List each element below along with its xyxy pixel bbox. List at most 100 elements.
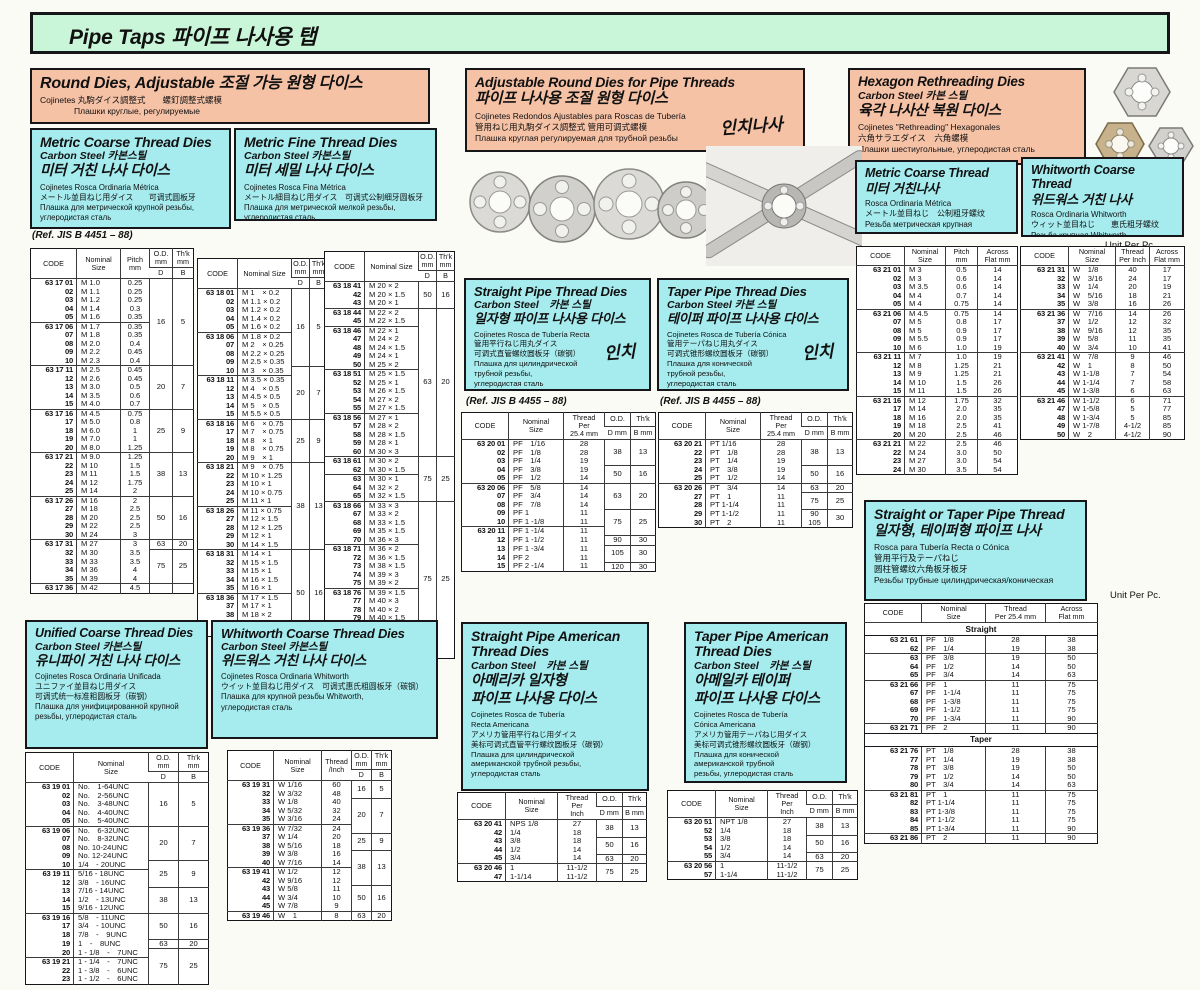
inch-thread-note: 인치나사 [719,114,784,139]
catalog-table: CODE Nominal Size O.D. mm Th'k mm D B 63 18 41… [324,251,455,659]
whitworth-coarse-dies-box: Whitworth Coarse Thread Dies Carbon Stee… [211,620,438,739]
unified-coarse-dies-box: Unified Coarse Thread Dies Carbon Steel … [25,620,208,749]
jis-ref-4451: (Ref. JIS B 4451 – 88) [32,230,133,241]
die-stock-photo [706,146,862,266]
box-title: Straight or Taper Pipe Thread [874,506,1065,522]
box-title: Adjustable Round Dies for Pipe Threads [475,74,735,90]
box-title: Taper Pipe American Thread Dies [694,628,829,660]
table-whitworth-6319b: CODE Nominal Size Thread /Inch O.D. mm Th'k … [227,750,392,922]
box-lines: Cojinetes Rosca de Tubería Recta 管用平行ねじ用丸… [474,329,590,388]
box-title-kr: 일자형 파이프 나사용 다이스 [474,311,626,327]
hexagon-dies-photo [1095,67,1194,166]
inch-note: 인치 [801,341,834,364]
table-whitworth-hex-6321b: CODE Nominal Size Thread Per Inch Across Fl… [1020,246,1185,441]
straight-pipe-american-box: Straight Pipe American Thread Dies Carbo… [461,622,649,791]
taper-pipe-thread-box: Taper Pipe Thread Dies Carbon Steel 카본 스… [657,278,849,391]
box-title: Hexagon Rethreading Dies [858,74,1025,89]
catalog-table: CODE Nominal Size Thread Per Inch O.D. Th'k D… [457,792,647,883]
catalog-table: CODE Nominal Size Pitch mm Across Flat mm 63… [856,246,1018,476]
box-title: Round Dies, Adjustable 조절 가능 원형 다이스 [40,75,363,92]
box-title: Metric Coarse Thread Dies [40,134,212,150]
box-subtitle: Carbon Steel 카본 스틸 [694,659,811,672]
box-title: Whitworth Coarse Thread [1031,163,1135,191]
box-subtitle: Carbon Steel 카본스틸 [35,640,142,653]
box-title-kr: 위드워스 거친 나사 [1031,191,1132,207]
box-title-kr: 테이퍼 파이프 나사용 다이스 [667,311,819,327]
box-title-kr: 일자형, 테이퍼형 파이프 나사 [874,522,1041,539]
page-title: Pipe Taps 파이프 나사용 탭 [69,26,317,49]
catalog-table: CODE Nominal Size O.D. mm Th'k mm D B 63 19 01… [25,752,209,985]
taper-pipe-american-box: Taper Pipe American Thread Dies Carbon S… [684,622,847,783]
box-subtitle: Carbon Steel 카본 스틸 [858,89,968,102]
box-title-kr: 육각 나사산 복원 다이스 [858,102,1001,119]
table-pipe-hex-6321c: CODE Nominal Size Thread Per 25.4 mm Across… [864,603,1098,844]
box-lines: Cojinetes Redondos Ajustables para Rosca… [475,111,686,144]
box-subtitle: Carbon Steel 카본 스틸 [474,299,591,312]
table-metric-coarse-6317: CODE Nominal Size Pitch mm O.D. mm Th'k mm D B… [30,248,194,594]
round-dies-adjustable-box: Round Dies, Adjustable 조절 가능 원형 다이스 Coji… [30,68,430,124]
table-metric-hex-6321a: CODE Nominal Size Pitch mm Across Flat mm 63… [856,246,1018,476]
catalog-table: CODE Nominal Size Thread Per 25.4 mm O.D. Th… [658,412,853,529]
box-lines: Cojinetes 丸駒ダイス調整式 螺釘調整式螺模 Плашки круглы… [40,94,223,116]
catalog-table: CODE Nominal Size Pitch mm O.D. mm Th'k mm D B… [30,248,194,594]
unit-per-pc-label-2: Unit Per Pc. [1110,590,1161,601]
catalog-table: CODE Nominal Size Thread Per 25.4 mm O.D. Th… [461,412,656,573]
box-title-kr: 미터 세밀 나사 다이스 [244,163,374,180]
box-lines: Rosca Ordinaria Métrica メートル並目ねじ 公制粗牙螺纹 Ре… [865,199,985,229]
box-lines: Rosca para Tubería Recta o Cónica 管用平行及テー… [874,541,1054,586]
box-title-kr: 위드워스 거친 나사 다이스 [221,653,367,669]
page-header: Pipe Taps 파이프 나사용 탭 [30,12,1170,54]
catalog-table: CODE Nominal Size Thread Per Inch O.D. Th'k D… [667,790,858,881]
inch-note: 인치 [603,341,636,364]
table-taper-pipe-6320b: CODE Nominal Size Thread Per 25.4 mm O.D. Th… [658,412,853,529]
box-title: Unified Coarse Thread Dies [35,626,194,640]
straight-pipe-thread-box: Straight Pipe Thread Dies Carbon Steel 카… [464,278,651,391]
box-subtitle: Carbon Steel 카본스틸 [40,150,147,163]
catalog-table: CODE Nominal Size Thread /Inch O.D. mm Th'k … [227,750,392,922]
box-lines: Cojinetes Rosca de Tubería Recta American… [471,710,608,779]
box-title: Straight Pipe Thread Dies [474,284,628,299]
box-subtitle: Carbon Steel 카본스틸 [221,641,328,654]
box-subtitle: Carbon Steel 카본 스틸 [471,659,588,672]
table-straight-pipe-6320a: CODE Nominal Size Thread Per 25.4 mm O.D. Th… [461,412,656,573]
box-title: Metric Coarse Thread [865,166,989,180]
box-title: Taper Pipe Thread Dies [667,284,807,299]
box-subtitle: Carbon Steel 카본스틸 [244,150,351,163]
adjustable-round-dies-pipe-box: Adjustable Round Dies for Pipe Threads 파… [465,68,805,152]
box-title-kr: 미터 거친나사 [865,180,939,196]
box-title-kr: 미터 거친 나사 다이스 [40,163,170,180]
box-lines: Cojinetes "Rethreading" Hexagonales 六角サラエ… [858,122,1035,155]
catalog-table: CODE Nominal Size Thread Per Inch Across Fl… [1020,246,1185,441]
box-lines: Cojinetes Rosca Ordinaria Unificada ユニファイ… [35,671,179,722]
round-dies-photo [469,168,706,243]
metric-fine-dies-box: Metric Fine Thread Dies Carbon Steel 카본스… [234,128,437,221]
box-lines: Cojinetes Rosca Fina Métrica メートル細目ねじ用ダイス… [244,182,424,221]
table-metric-fine-6318b: CODE Nominal Size O.D. mm Th'k mm D B 63 18 41… [324,251,455,659]
table-metric-fine-6318a: CODE Nominal Size O.D. mm Th'k mm D B 63 18 01… [197,258,328,638]
box-title-kr: 파이프 나사용 조절 원형 다이스 [475,90,668,108]
jis-ref-4455-taper: (Ref. JIS B 4455 – 88) [660,396,761,407]
box-title-kr: 유니파이 거친 나사 다이스 [35,652,181,668]
jis-ref-4455-straight: (Ref. JIS B 4455 – 88) [466,396,567,407]
hexagon-rethreading-box: Hexagon Rethreading Dies Carbon Steel 카본… [848,68,1086,165]
table-unified-6319a: CODE Nominal Size O.D. mm Th'k mm D B 63 19 01… [25,752,209,985]
box-lines: Cojinetes Rosca Ordinaria Whitworth ウイット並… [221,672,424,712]
metric-coarse-hex-box: Metric Coarse Thread 미터 거친나사 Rosca Ordin… [855,160,1018,234]
box-title-kr: 아메리카 일자형 파이프 나사용 다이스 [471,672,597,707]
box-title-kr: 아메일카 테이퍼 파이프 나사용 다이스 [694,672,820,707]
box-subtitle: Carbon Steel 카본 스틸 [667,299,777,312]
box-lines: Cojinetes Rosca Ordinaria Métrica メートル並目ね… [40,182,196,222]
whitworth-coarse-hex-box: Whitworth Coarse Thread 위드워스 거친 나사 Rosca… [1021,157,1184,237]
catalog-table: CODE Nominal Size Thread Per 25.4 mm Across… [864,603,1098,844]
box-title: Whitworth Coarse Thread Dies [221,626,405,641]
box-title: Metric Fine Thread Dies [244,134,398,150]
straight-or-taper-box: Straight or Taper Pipe Thread 일자형, 테이퍼형 … [864,500,1087,601]
table-nps-6320c: CODE Nominal Size Thread Per Inch O.D. Th'k D… [457,792,647,883]
table-npt-6320d: CODE Nominal Size Thread Per Inch O.D. Th'k D… [667,790,858,881]
box-title: Straight Pipe American Thread Dies [471,628,621,660]
box-lines: Rosca Ordinaria Whitworth ウィット並目ねじ 恵氏粗牙螺纹… [1031,209,1159,237]
box-lines: Cojinetes Rosca de Tubería Cónica 管用テーパねじ… [667,329,787,388]
unit-per-pc-label: Unit Per Pc. [1105,240,1156,251]
box-lines: Cojinetes Rosca de Tubería Cónica America… [694,710,816,779]
